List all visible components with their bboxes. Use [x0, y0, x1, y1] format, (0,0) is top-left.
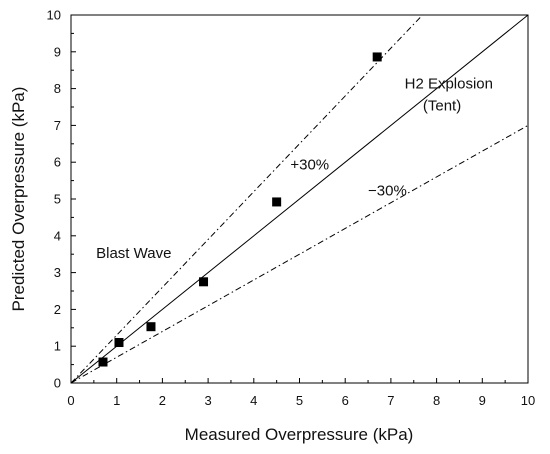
y-tick-label: 9	[54, 44, 61, 59]
reference-line-1	[71, 15, 528, 383]
x-tick-label: 4	[250, 393, 257, 408]
y-tick-label: 7	[54, 118, 61, 133]
reference-lines	[71, 15, 528, 383]
x-tick-label: 2	[159, 393, 166, 408]
annotation-label: −30%	[368, 182, 407, 199]
x-tick-label: 10	[521, 393, 535, 408]
y-tick-label: 2	[54, 302, 61, 317]
x-tick-label: 5	[296, 393, 303, 408]
y-tick-label: 3	[54, 265, 61, 280]
x-tick-label: 9	[479, 393, 486, 408]
x-tick-label: 6	[342, 393, 349, 408]
y-axis-title: Predicted Overpressure (kPa)	[9, 87, 28, 312]
y-tick-label: 5	[54, 192, 61, 207]
data-point	[372, 52, 382, 62]
x-tick-label: 7	[387, 393, 394, 408]
reference-line-2	[71, 15, 423, 383]
y-axis: 0 1 2 3 4 5 6 7 8 9 10	[47, 8, 76, 391]
data-point	[146, 322, 156, 332]
y-tick-label: 10	[47, 8, 61, 23]
y-tick-label: 8	[54, 81, 61, 96]
x-tick-label: 3	[204, 393, 211, 408]
y-tick-label: 4	[54, 228, 61, 243]
annotation-label: H2 Explosion	[405, 76, 493, 93]
data-point	[98, 357, 108, 367]
annotations: H2 Explosion (Tent) +30% −30% Blast Wave	[96, 76, 493, 262]
y-tick-label: 6	[54, 155, 61, 170]
annotation-label: (Tent)	[423, 98, 461, 115]
x-axis: 0 1 2 3 4 5 6 7 8 9 10	[67, 378, 535, 408]
x-tick-label: 0	[67, 393, 74, 408]
y-tick-label: 0	[54, 376, 61, 391]
x-axis-title: Measured Overpressure (kPa)	[185, 425, 414, 444]
reference-line-3	[71, 124, 528, 383]
annotation-label: +30%	[290, 157, 329, 174]
data-point	[114, 338, 124, 348]
data-point	[272, 197, 282, 207]
annotation-label: Blast Wave	[96, 245, 171, 262]
data-points	[98, 52, 382, 367]
data-point	[199, 277, 209, 287]
y-tick-label: 1	[54, 339, 61, 354]
x-tick-label: 8	[433, 393, 440, 408]
x-tick-label: 1	[113, 393, 120, 408]
